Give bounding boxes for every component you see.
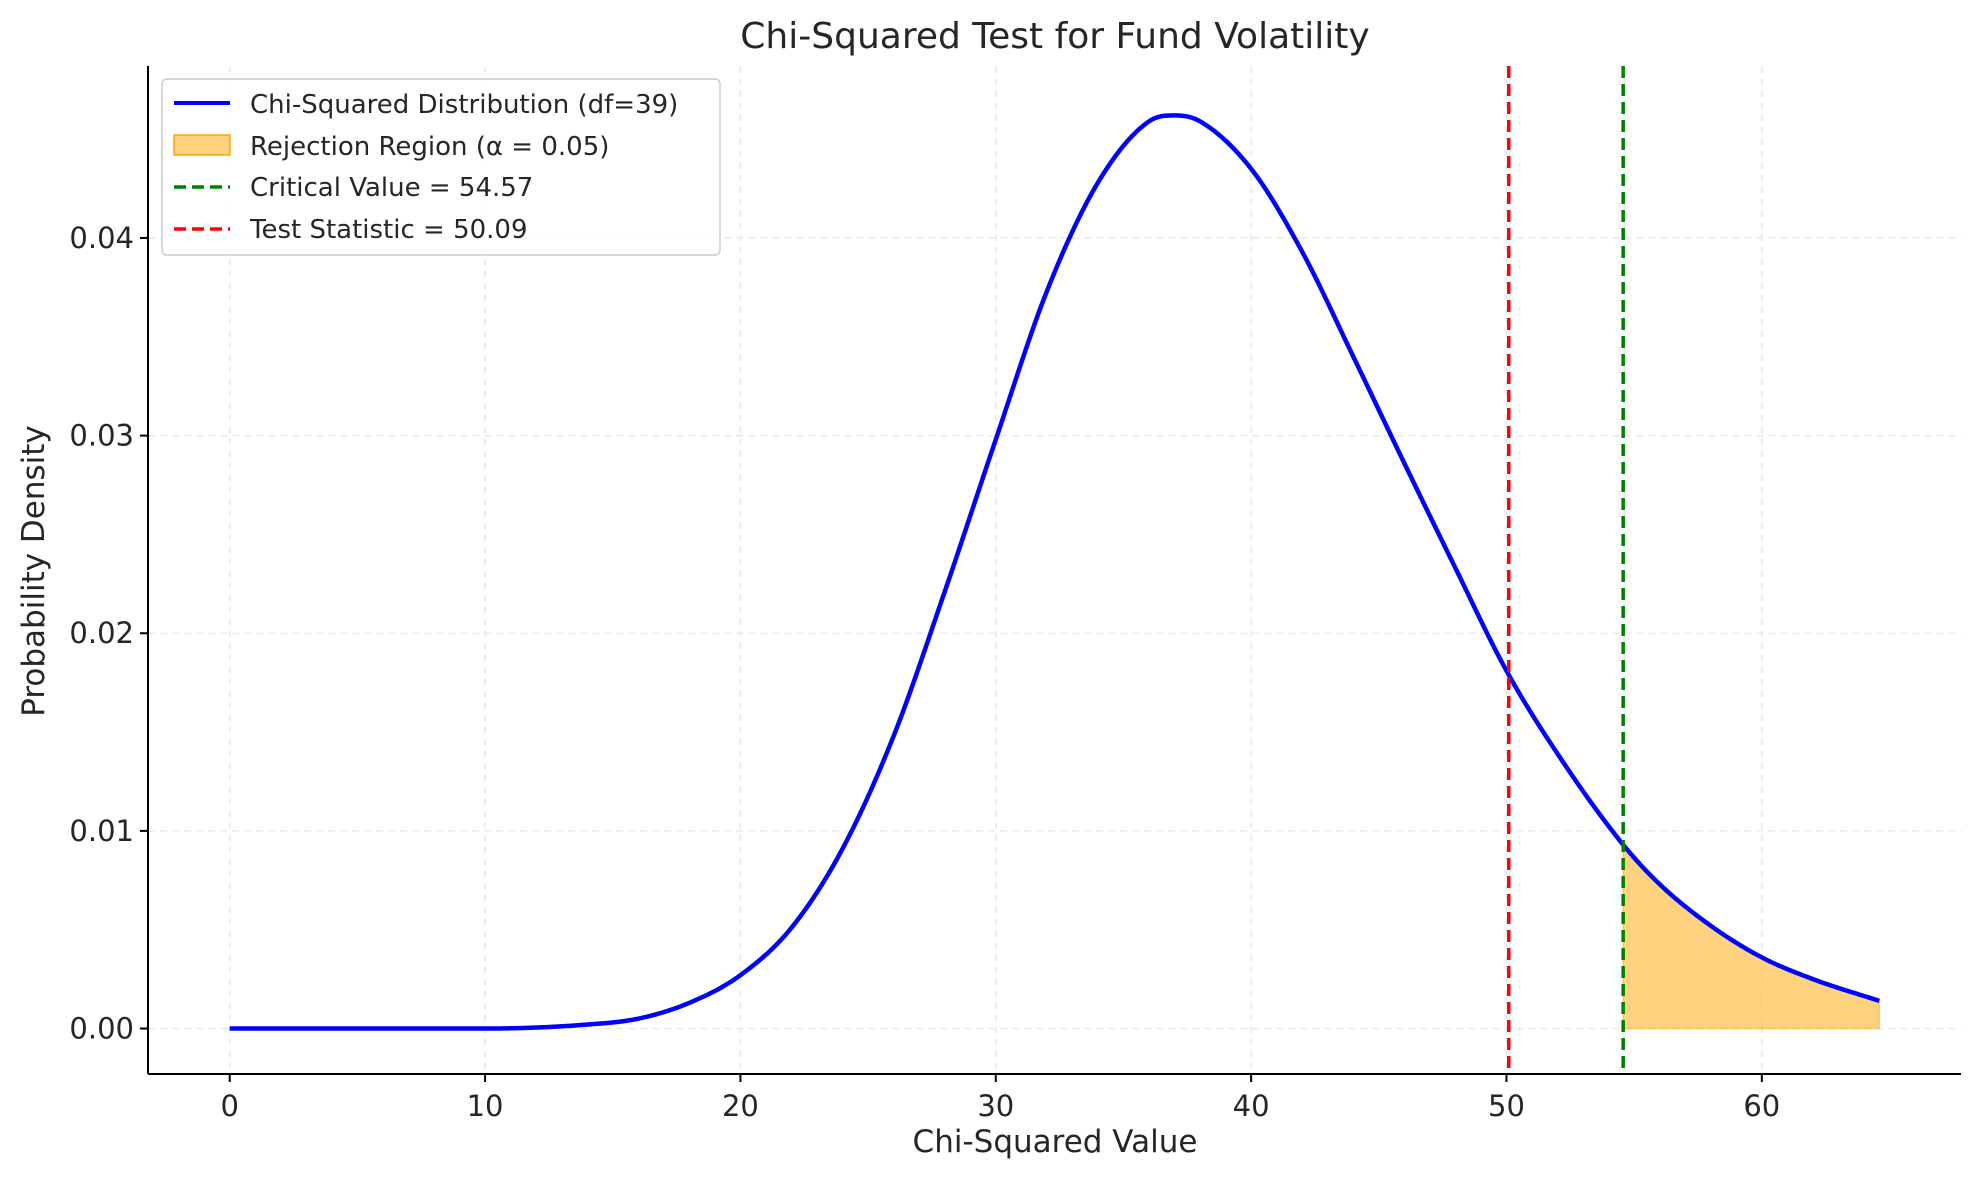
legend: Chi-Squared Distribution (df=39) Rejecti… <box>161 78 721 256</box>
x-axis-label: Chi-Squared Value <box>913 1124 1198 1160</box>
legend-entry-rejection-region: Rejection Region (α = 0.05) <box>250 132 609 162</box>
y-tick-label: 0.01 <box>69 814 134 848</box>
legend-entry-distribution: Chi-Squared Distribution (df=39) <box>250 90 678 120</box>
x-tick-label: 20 <box>722 1089 759 1123</box>
x-tick-label: 60 <box>1743 1089 1780 1123</box>
y-tick-label: 0.04 <box>69 221 134 255</box>
chart-title: Chi-Squared Test for Fund Volatility <box>740 16 1369 57</box>
distribution-curve <box>229 113 1880 1031</box>
distribution-curve-layer <box>229 113 1880 1031</box>
x-tick-label: 30 <box>977 1089 1014 1123</box>
rejection-region-layer <box>1622 842 1881 1030</box>
vertical-lines-layer <box>1507 66 1625 1074</box>
x-tick-label: 10 <box>467 1089 504 1123</box>
legend-swatch-rejection-region <box>173 134 231 156</box>
x-tick-label: 0 <box>220 1089 238 1123</box>
y-tick-label: 0.03 <box>69 419 134 453</box>
y-axis-ticks: 0.00 0.01 0.02 0.03 0.04 <box>69 221 148 1046</box>
x-tick-label: 40 <box>1233 1089 1270 1123</box>
legend-entry-test-statistic: Test Statistic = 50.09 <box>249 215 528 245</box>
y-tick-label: 0.02 <box>69 616 134 650</box>
legend-box <box>161 78 721 256</box>
x-tick-label: 50 <box>1488 1089 1525 1123</box>
rejection-region-area <box>1622 842 1881 1030</box>
y-tick-label: 0.00 <box>69 1012 134 1046</box>
legend-entry-critical-value: Critical Value = 54.57 <box>250 173 533 203</box>
x-axis-ticks: 0 10 20 30 40 50 60 <box>220 1074 1780 1123</box>
y-axis-label: Probability Density <box>16 425 52 717</box>
